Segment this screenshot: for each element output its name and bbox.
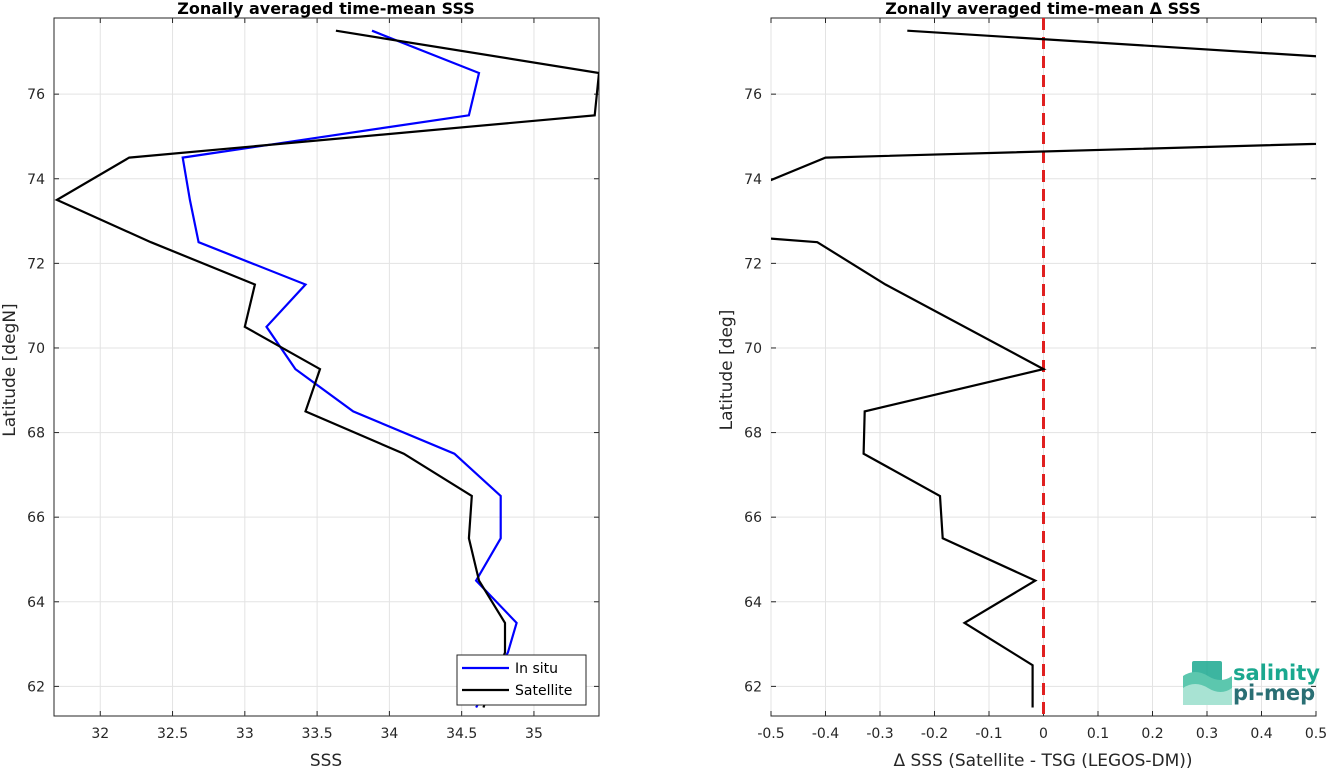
sss-panel: 32 32.5 33 33.5 34 34.5 35 62 64 66 68 70 72 74 76 Zon… [0, 0, 600, 769]
sss-xtick-label: 32 [91, 726, 109, 742]
legend-insitu-label: In situ [515, 661, 558, 677]
delta-sss-panel: -0.5 -0.4 -0.3 -0.2 -0.1 0 0.1 0.2 0.3 0.4 0.5 62 64… [717, 0, 1327, 769]
delta-sss-xlabel: Δ SSS (Satellite - TSG (LEGOS-DM)) [893, 751, 1192, 769]
delta-sss-xtick-label: -0.3 [866, 726, 893, 742]
sss-xtick-label: 34.5 [446, 726, 477, 742]
sss-xtick-label: 34 [380, 726, 398, 742]
sss-grid [54, 18, 599, 716]
delta-sss-ytick-label: 68 [744, 426, 762, 442]
sss-clipped-series [54, 29, 599, 709]
sss-ylabel: Latitude [degN] [0, 303, 20, 436]
delta-sss-ytick-label: 62 [744, 679, 762, 695]
delta-sss-series [771, 18, 1316, 716]
delta-sss-xtick-label: 0.2 [1141, 726, 1163, 742]
logo-wave-front [1183, 684, 1232, 705]
logo-waves-icon [1183, 661, 1232, 705]
sss-ytick-label: 72 [27, 256, 45, 272]
salinity-pi-mep-logo: salinity pi-mep [1183, 661, 1320, 705]
delta-sss-ytick-label: 66 [744, 510, 762, 526]
delta-sss-xtick-label: 0.3 [1196, 726, 1218, 742]
delta-sss-ytick-label: 64 [744, 595, 762, 611]
sss-xtick-label: 33 [236, 726, 254, 742]
delta-sss-title: Zonally averaged time-mean Δ SSS [885, 0, 1201, 18]
sss-series [54, 29, 599, 709]
sss-xlabel: SSS [310, 751, 342, 769]
delta-sss-clipped-series [771, 18, 1316, 716]
legend-satellite-label: Satellite [515, 683, 572, 699]
delta-sss-ytick-label: 70 [744, 341, 762, 357]
sss-ticks: 32 32.5 33 33.5 34 34.5 35 62 64 66 68 70 72 74 76 [27, 18, 599, 742]
sss-xtick-label: 33.5 [302, 726, 333, 742]
delta-sss-xtick-label: 0.5 [1305, 726, 1327, 742]
delta-sss-xtick-label: 0 [1039, 726, 1048, 742]
delta-sss-ylabel: Latitude [deg] [717, 310, 737, 431]
delta-sss-ticks: -0.5 -0.4 -0.3 -0.2 -0.1 0 0.1 0.2 0.3 0.4 0.5 62 64… [744, 18, 1327, 742]
sss-ytick-label: 64 [27, 595, 45, 611]
delta-sss-ytick-label: 76 [744, 87, 762, 103]
logo-salinity-text: salinity [1233, 661, 1320, 685]
sss-plot-area [53, 17, 600, 717]
delta-sss-xtick-label: 0.4 [1250, 726, 1272, 742]
delta-sss-xtick-label: -0.1 [975, 726, 1002, 742]
logo-pimep-text: pi-mep [1233, 681, 1315, 705]
sss-ytick-label: 66 [27, 510, 45, 526]
sss-xtick-label: 35 [525, 726, 543, 742]
sss-xtick-label: 32.5 [157, 726, 188, 742]
delta-sss-xtick-label: 0.1 [1087, 726, 1109, 742]
legend-box [456, 654, 587, 706]
sss-title: Zonally averaged time-mean SSS [177, 0, 475, 18]
sss-ytick-label: 68 [27, 426, 45, 442]
sss-ytick-label: 62 [27, 679, 45, 695]
delta-sss-xtick-label: -0.5 [757, 726, 784, 742]
delta-sss-xtick-label: -0.4 [812, 726, 839, 742]
sss-ytick-label: 76 [27, 87, 45, 103]
delta-sss-ytick-label: 74 [744, 172, 762, 188]
sss-ytick-label: 70 [27, 341, 45, 357]
delta-sss-series-delta [771, 29, 1316, 708]
sss-ytick-label: 74 [27, 172, 45, 188]
delta-sss-xtick-label: -0.2 [921, 726, 948, 742]
sss-legend: In situ Satellite [456, 654, 587, 706]
delta-sss-ytick-label: 72 [744, 256, 762, 272]
